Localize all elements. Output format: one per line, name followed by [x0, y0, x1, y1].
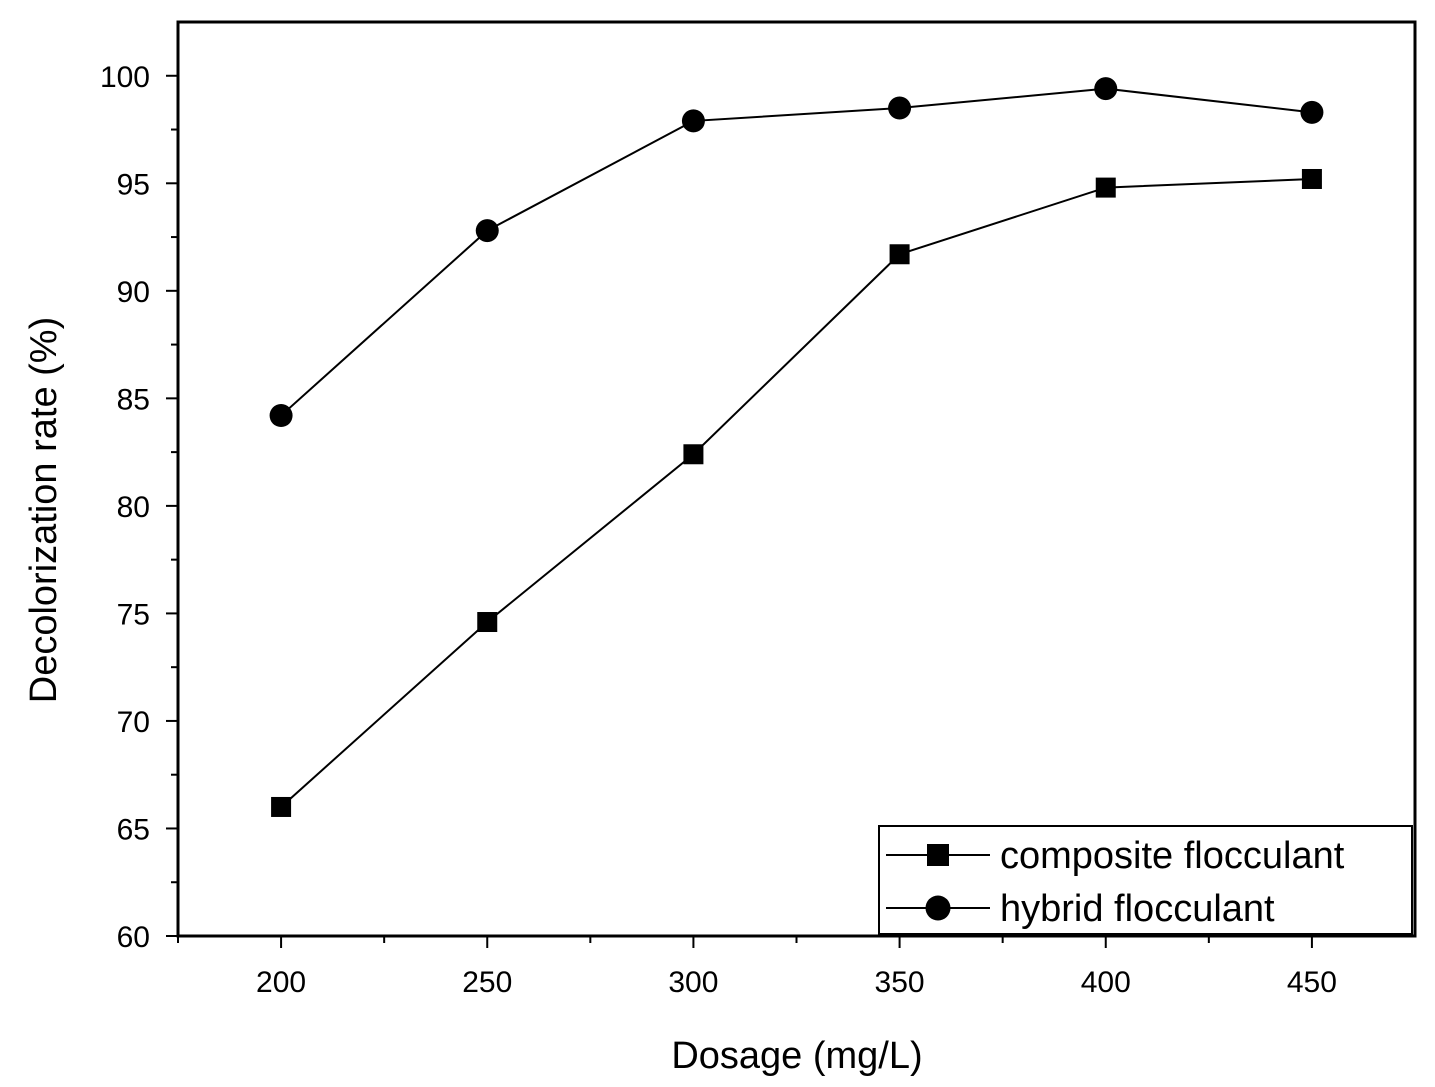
- legend-item: hybrid flocculant: [886, 888, 1275, 930]
- y-tick-label: 65: [117, 813, 150, 846]
- legend-marker: [925, 895, 951, 921]
- data-point-circle: [269, 404, 293, 428]
- legend-item: composite flocculant: [886, 835, 1345, 877]
- y-axis-title: Decolorization rate (%): [23, 317, 65, 703]
- data-point-circle: [888, 96, 912, 120]
- plot-frame: [176, 20, 1417, 938]
- legend-marker: [927, 844, 949, 866]
- x-tick-label: 300: [668, 966, 718, 999]
- x-tick-label: 450: [1287, 966, 1337, 999]
- y-tick-label: 60: [117, 921, 150, 954]
- x-axis-ticks: 200 250 300 350 400 450: [177, 936, 1337, 999]
- series-line: [280, 87, 1313, 417]
- y-tick-label: 70: [117, 706, 150, 739]
- x-tick-label: 350: [875, 966, 925, 999]
- series-line: [280, 177, 1312, 808]
- data-point-circle: [681, 109, 705, 133]
- data-point-square: [1095, 177, 1116, 198]
- x-tick-label: 400: [1081, 966, 1131, 999]
- data-point-circle: [1094, 77, 1118, 101]
- legend-label: hybrid flocculant: [1000, 888, 1275, 930]
- y-tick-label: 85: [117, 383, 150, 416]
- legend-box: [878, 825, 1413, 935]
- series-composite: [271, 168, 1322, 817]
- data-point-square: [1301, 168, 1322, 189]
- legend-label: composite flocculant: [1000, 835, 1345, 877]
- series-layer: [269, 77, 1324, 817]
- y-tick-label: 95: [117, 168, 150, 201]
- data-point-square: [477, 612, 498, 633]
- data-point-circle: [1300, 100, 1324, 124]
- y-tick-label: 100: [100, 61, 150, 94]
- y-tick-label: 75: [117, 598, 150, 631]
- legend: composite flocculant hybrid flocculant: [878, 825, 1413, 935]
- x-tick-label: 250: [462, 966, 512, 999]
- y-axis-ticks: 60 65 70 75 80 85 90 95 100: [100, 61, 178, 954]
- y-tick-label: 90: [117, 276, 150, 309]
- data-point-square: [271, 796, 292, 817]
- x-tick-label: 200: [256, 966, 306, 999]
- x-axis-title: Dosage (mg/L): [671, 1035, 922, 1077]
- data-point-square: [683, 444, 704, 465]
- data-point-square: [889, 244, 910, 265]
- series-hybrid: [269, 77, 1324, 428]
- data-point-circle: [475, 219, 499, 243]
- y-tick-label: 80: [117, 491, 150, 524]
